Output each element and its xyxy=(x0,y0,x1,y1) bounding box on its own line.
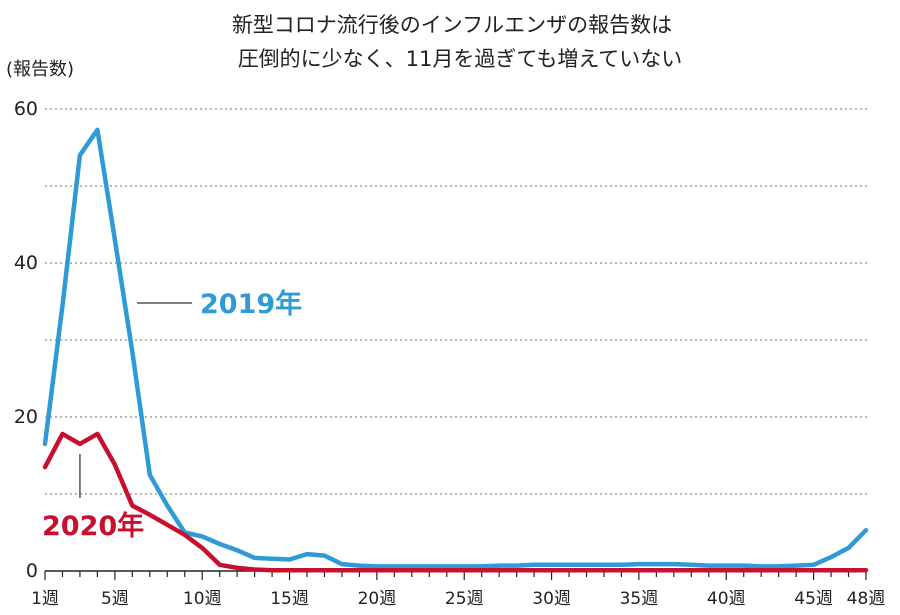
y-tick-label-60: 60 xyxy=(14,98,38,120)
labels: 新型コロナ流行後のインフルエンザの報告数は 圧倒的に少なく、11月を過ぎても増え… xyxy=(6,13,885,609)
x-tick-label-40: 40週 xyxy=(707,589,746,609)
x-tick-label-45: 45週 xyxy=(794,589,833,609)
x-tick-label-25: 25週 xyxy=(445,589,484,609)
chart-title-line-2: 圧倒的に少なく、11月を過ぎても増えていない xyxy=(238,47,683,71)
y-tick-label-20: 20 xyxy=(14,406,38,428)
x-tick-label-35: 35週 xyxy=(620,589,659,609)
y-tick-label-40: 40 xyxy=(14,252,38,274)
x-tick-label-20: 20週 xyxy=(358,589,397,609)
y-tick-label-0: 0 xyxy=(26,560,38,582)
x-tick-label-1: 1週 xyxy=(31,589,59,609)
x-tick-label-48: 48週 xyxy=(847,589,886,609)
series-lines xyxy=(42,127,869,573)
x-tick-label-15: 15週 xyxy=(270,589,309,609)
x-tick-label-10: 10週 xyxy=(183,589,222,609)
series-line-1 xyxy=(42,431,869,573)
series-label-2020: 2020年 xyxy=(42,510,144,542)
x-tick-label-5: 5週 xyxy=(101,589,129,609)
grid-lines xyxy=(45,108,870,495)
series-line-0 xyxy=(42,127,869,569)
y-axis-unit-label: (報告数) xyxy=(6,59,74,80)
series-label-2019: 2019年 xyxy=(200,288,302,320)
chart-title-line-1: 新型コロナ流行後のインフルエンザの報告数は xyxy=(232,13,672,37)
x-tick-label-30: 30週 xyxy=(532,589,571,609)
